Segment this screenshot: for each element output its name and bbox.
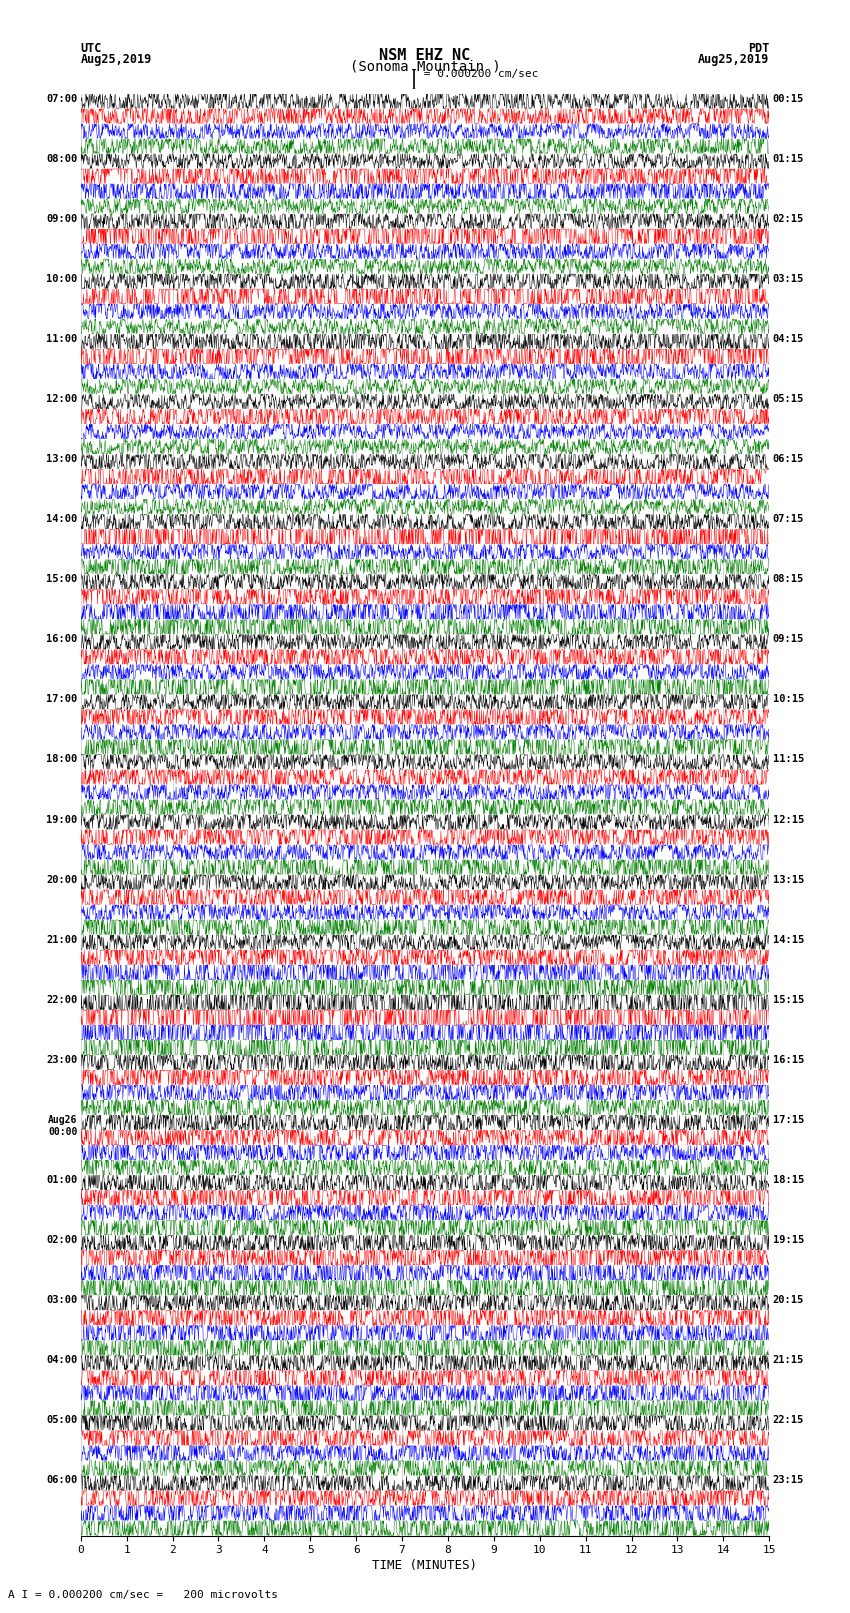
Text: Aug25,2019: Aug25,2019 <box>81 53 152 66</box>
Text: 23:15: 23:15 <box>773 1476 804 1486</box>
Text: 04:00: 04:00 <box>46 1355 77 1365</box>
Text: 15:00: 15:00 <box>46 574 77 584</box>
Text: 19:15: 19:15 <box>773 1236 804 1245</box>
Text: 12:00: 12:00 <box>46 394 77 403</box>
Text: UTC: UTC <box>81 42 102 55</box>
Text: 06:00: 06:00 <box>46 1476 77 1486</box>
Text: 23:00: 23:00 <box>46 1055 77 1065</box>
Text: 20:15: 20:15 <box>773 1295 804 1305</box>
Text: 08:00: 08:00 <box>46 153 77 163</box>
Text: 16:15: 16:15 <box>773 1055 804 1065</box>
Text: 07:00: 07:00 <box>46 94 77 103</box>
Text: 02:15: 02:15 <box>773 215 804 224</box>
Text: 03:00: 03:00 <box>46 1295 77 1305</box>
Text: 16:00: 16:00 <box>46 634 77 644</box>
Text: 11:15: 11:15 <box>773 755 804 765</box>
Text: 22:15: 22:15 <box>773 1416 804 1426</box>
Text: 08:15: 08:15 <box>773 574 804 584</box>
Text: 01:15: 01:15 <box>773 153 804 163</box>
Text: 07:15: 07:15 <box>773 515 804 524</box>
Text: 21:00: 21:00 <box>46 936 77 945</box>
Text: 13:00: 13:00 <box>46 455 77 465</box>
Text: 17:00: 17:00 <box>46 694 77 705</box>
Text: 14:00: 14:00 <box>46 515 77 524</box>
Text: 01:00: 01:00 <box>46 1174 77 1186</box>
Text: 13:15: 13:15 <box>773 874 804 884</box>
Text: 17:15: 17:15 <box>773 1115 804 1124</box>
Text: 10:00: 10:00 <box>46 274 77 284</box>
Text: 18:15: 18:15 <box>773 1174 804 1186</box>
Text: 03:15: 03:15 <box>773 274 804 284</box>
Text: 04:15: 04:15 <box>773 334 804 344</box>
Text: 15:15: 15:15 <box>773 995 804 1005</box>
Text: 21:15: 21:15 <box>773 1355 804 1365</box>
Text: 18:00: 18:00 <box>46 755 77 765</box>
Text: (Sonoma Mountain ): (Sonoma Mountain ) <box>349 60 501 74</box>
Text: 10:15: 10:15 <box>773 694 804 705</box>
Text: 02:00: 02:00 <box>46 1236 77 1245</box>
Text: 05:15: 05:15 <box>773 394 804 403</box>
Text: = 0.000200 cm/sec: = 0.000200 cm/sec <box>417 69 539 79</box>
Text: 22:00: 22:00 <box>46 995 77 1005</box>
Text: 05:00: 05:00 <box>46 1416 77 1426</box>
Text: 09:00: 09:00 <box>46 215 77 224</box>
Text: 20:00: 20:00 <box>46 874 77 884</box>
Text: NSM EHZ NC: NSM EHZ NC <box>379 48 471 63</box>
Text: 06:15: 06:15 <box>773 455 804 465</box>
Text: Aug25,2019: Aug25,2019 <box>698 53 769 66</box>
Text: A I = 0.000200 cm/sec =   200 microvolts: A I = 0.000200 cm/sec = 200 microvolts <box>8 1590 279 1600</box>
Text: 11:00: 11:00 <box>46 334 77 344</box>
Text: 12:15: 12:15 <box>773 815 804 824</box>
Text: 14:15: 14:15 <box>773 936 804 945</box>
X-axis label: TIME (MINUTES): TIME (MINUTES) <box>372 1560 478 1573</box>
Text: Aug26
00:00: Aug26 00:00 <box>48 1115 77 1137</box>
Text: PDT: PDT <box>748 42 769 55</box>
Text: 09:15: 09:15 <box>773 634 804 644</box>
Text: 19:00: 19:00 <box>46 815 77 824</box>
Text: 00:15: 00:15 <box>773 94 804 103</box>
